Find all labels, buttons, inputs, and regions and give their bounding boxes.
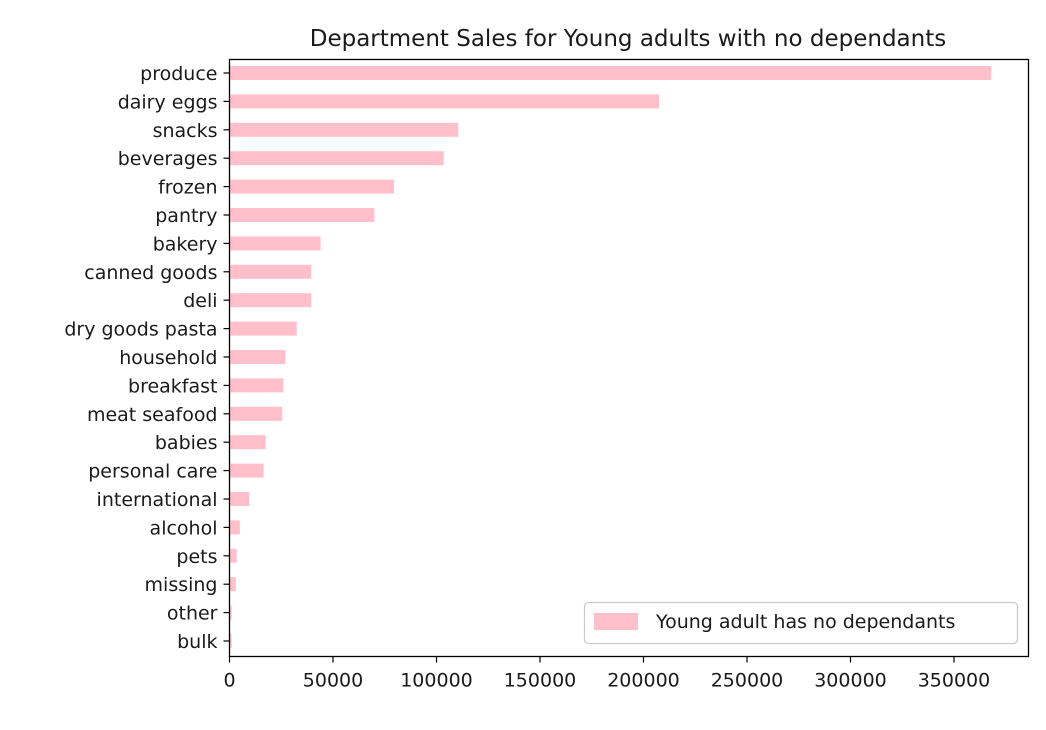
bar-bakery [229, 236, 321, 251]
y-tick-label: meat seafood [87, 404, 218, 426]
y-tick-label: babies [155, 432, 218, 454]
y-tick-label: bulk [177, 631, 217, 653]
legend-swatch [594, 613, 638, 630]
bar-pets [229, 548, 237, 563]
bar-alcohol [229, 520, 240, 535]
y-tick-label: canned goods [84, 262, 217, 284]
x-axis: 0 50000 100000 150000 200000 250000 300000 3500… [223, 656, 991, 692]
bars-layer [229, 66, 992, 648]
y-tick-label: deli [183, 290, 217, 312]
y-tick-label: bakery [153, 233, 218, 255]
legend-box [583, 601, 1019, 645]
y-axis: produce dairy eggs snacks beverages frozen pa… [64, 63, 230, 653]
bar-produce [229, 66, 992, 80]
y-tick-label: household [119, 347, 217, 369]
y-tick-label: pantry [155, 205, 217, 227]
x-tick-label: 50000 [303, 670, 363, 692]
legend-series-label: Young adult has no dependants [655, 611, 955, 633]
x-tick-label: 150000 [504, 670, 577, 692]
bar-international [229, 492, 250, 506]
bar-babies [229, 435, 266, 450]
y-tick-label: dry goods pasta [64, 319, 217, 341]
y-tick-label: breakfast [128, 375, 217, 397]
y-tick-label: beverages [118, 148, 218, 170]
bar-meat-seafood [229, 406, 283, 421]
y-tick-label: alcohol [150, 517, 218, 539]
y-tick-label: missing [145, 574, 218, 596]
bar-beverages [229, 151, 444, 166]
bar-missing [229, 577, 236, 592]
bar-snacks [229, 122, 459, 137]
y-tick-label: other [167, 603, 218, 625]
y-tick-label: snacks [153, 120, 218, 142]
bar-personal-care [229, 463, 264, 478]
bar-dry-goods-pasta [229, 321, 297, 336]
chart-title: Department Sales for Young adults with n… [310, 26, 946, 52]
x-tick-label: 250000 [711, 670, 784, 692]
bar-other [229, 605, 232, 620]
y-tick-label: personal care [88, 461, 217, 483]
y-tick-label: pets [176, 546, 217, 568]
y-tick-label: international [97, 489, 218, 511]
x-tick-label: 350000 [918, 670, 991, 692]
bar-bulk [229, 634, 232, 648]
bar-deli [229, 293, 312, 308]
bar-frozen [229, 179, 395, 194]
y-tick-label: produce [140, 63, 217, 85]
bar-dairy-eggs [229, 94, 660, 109]
bar-breakfast [229, 378, 284, 393]
x-tick-label: 200000 [607, 670, 680, 692]
y-tick-label: dairy eggs [118, 91, 218, 113]
bar-household [229, 350, 286, 364]
bar-pantry [229, 208, 375, 222]
plot-frame [228, 58, 1030, 658]
y-tick-label: frozen [158, 177, 217, 199]
x-tick-label: 0 [223, 670, 235, 692]
x-tick-label: 100000 [400, 670, 473, 692]
x-tick-label: 300000 [814, 670, 887, 692]
bar-canned-goods [229, 264, 312, 279]
legend: Young adult has no dependants [583, 601, 1019, 645]
